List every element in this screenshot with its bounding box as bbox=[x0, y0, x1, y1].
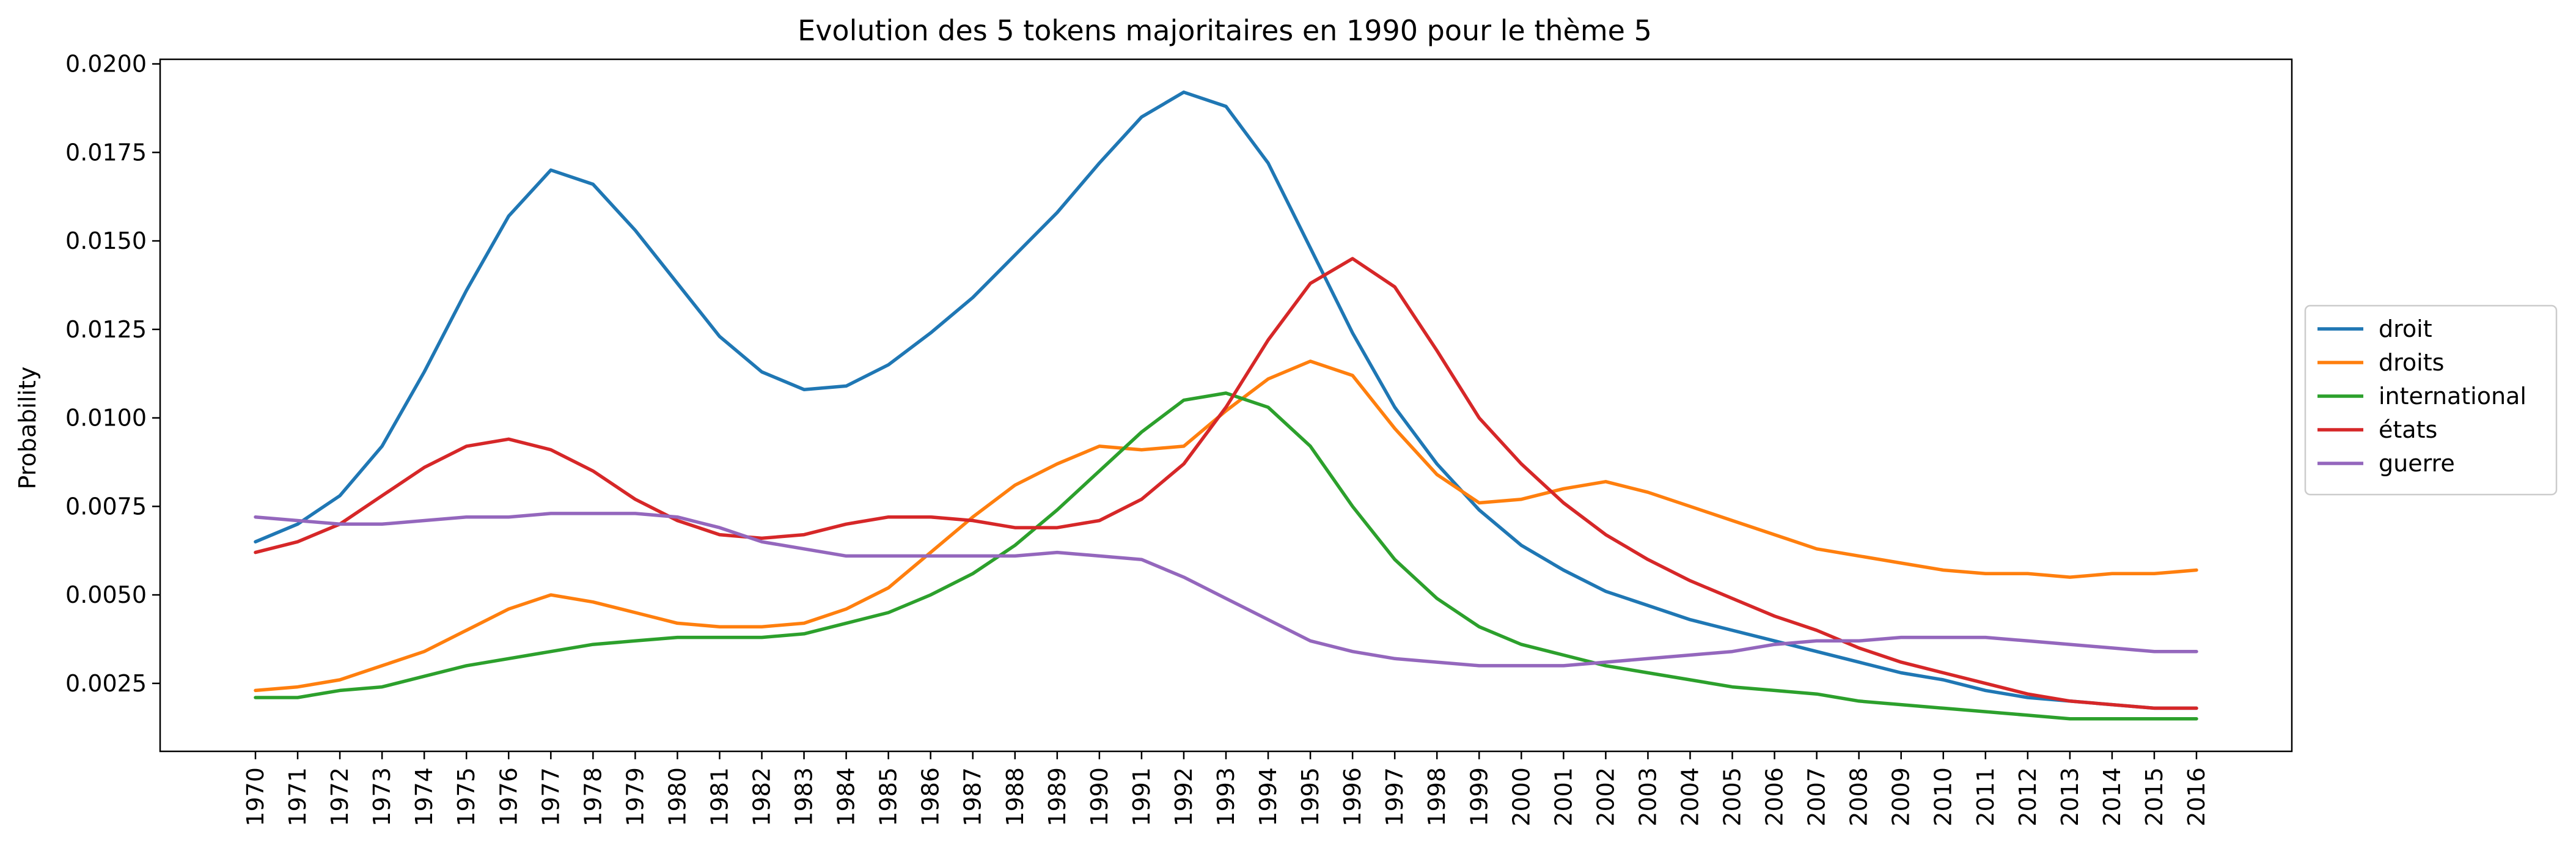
x-tick-label: 2001 bbox=[1550, 767, 1577, 827]
plot-area bbox=[254, 90, 2198, 721]
x-tick-label: 1999 bbox=[1466, 767, 1492, 827]
y-tick-label: 0.0050 bbox=[65, 581, 147, 608]
x-tick-label: 1994 bbox=[1255, 767, 1282, 827]
x-tick-label: 1998 bbox=[1423, 767, 1450, 827]
chart-title: Evolution des 5 tokens majoritaires en 1… bbox=[798, 14, 1652, 47]
legend: droit droits international états guerre bbox=[2304, 304, 2558, 496]
series-line-guerre bbox=[254, 512, 2198, 668]
x-tick-label: 2006 bbox=[1761, 767, 1788, 827]
x-tick-label: 2012 bbox=[2014, 767, 2041, 827]
x-tick-label: 1977 bbox=[537, 767, 564, 827]
x-tick-label: 1988 bbox=[1002, 767, 1029, 827]
x-tick-label: 1976 bbox=[495, 767, 522, 827]
x-tick-label: 1970 bbox=[242, 767, 269, 827]
x-tick-label: 1979 bbox=[622, 767, 648, 827]
series-line-droit bbox=[254, 90, 2198, 710]
x-tick-label: 2004 bbox=[1676, 767, 1703, 827]
x-tick-label: 1995 bbox=[1297, 767, 1324, 827]
y-tick-label: 0.0025 bbox=[65, 670, 147, 697]
x-tick-label: 1990 bbox=[1086, 767, 1113, 827]
x-tick-label: 1985 bbox=[875, 767, 902, 827]
legend-label-guerre: guerre bbox=[2379, 450, 2455, 477]
x-tick-label: 1981 bbox=[706, 767, 733, 827]
y-tick-label: 0.0125 bbox=[65, 316, 147, 343]
x-tick-label: 1993 bbox=[1213, 767, 1239, 827]
y-axis-label: Probability bbox=[14, 367, 41, 490]
x-tick-label: 1991 bbox=[1128, 767, 1155, 827]
legend-box bbox=[2304, 304, 2558, 496]
y-tick-label: 0.0150 bbox=[65, 227, 147, 254]
x-tick-label: 2015 bbox=[2141, 767, 2168, 827]
y-tick-label: 0.0200 bbox=[65, 51, 147, 78]
y-tick-label: 0.0100 bbox=[65, 405, 147, 432]
x-tick-label: 1974 bbox=[411, 767, 438, 827]
x-tick-label: 1973 bbox=[369, 767, 395, 827]
x-tick-label: 1986 bbox=[917, 767, 944, 827]
x-tick-label: 1971 bbox=[284, 767, 311, 827]
x-tick-label: 2000 bbox=[1508, 767, 1535, 827]
x-tick-label: 1992 bbox=[1170, 767, 1197, 827]
series-line-états bbox=[254, 257, 2198, 710]
x-tick-label: 2003 bbox=[1634, 767, 1661, 827]
x-tick-label: 2002 bbox=[1592, 767, 1619, 827]
x-tick-label: 2013 bbox=[2057, 767, 2083, 827]
x-tick-label: 2014 bbox=[2099, 767, 2126, 827]
y-axis: 0.0025 0.0050 0.0075 0.0100 0.0125 0.0150 0.01… bbox=[65, 51, 160, 697]
x-tick-label: 2005 bbox=[1719, 767, 1746, 827]
x-tick-label: 2016 bbox=[2183, 767, 2210, 827]
series-line-international bbox=[254, 391, 2198, 721]
x-tick-label: 1996 bbox=[1339, 767, 1366, 827]
legend-label-droits: droits bbox=[2379, 349, 2444, 376]
x-tick-label: 1983 bbox=[791, 767, 818, 827]
x-tick-label: 1980 bbox=[664, 767, 691, 827]
x-tick-label: 1972 bbox=[326, 767, 353, 827]
x-tick-label: 1987 bbox=[960, 767, 986, 827]
legend-label-international: international bbox=[2379, 383, 2526, 410]
legend-label-états: états bbox=[2379, 416, 2437, 443]
x-tick-label: 2007 bbox=[1804, 767, 1830, 827]
x-tick-label: 2008 bbox=[1846, 767, 1873, 827]
y-tick-label: 0.0075 bbox=[65, 493, 147, 520]
x-tick-label: 1989 bbox=[1044, 767, 1071, 827]
y-tick-label: 0.0175 bbox=[65, 139, 147, 166]
x-tick-label: 1978 bbox=[579, 767, 606, 827]
legend-label-droit: droit bbox=[2379, 315, 2432, 342]
x-tick-label: 2009 bbox=[1888, 767, 1915, 827]
series-line-droits bbox=[254, 359, 2198, 693]
x-tick-label: 1997 bbox=[1381, 767, 1408, 827]
x-tick-label: 1984 bbox=[833, 767, 860, 827]
x-tick-label: 2010 bbox=[1930, 767, 1957, 827]
x-tick-label: 1982 bbox=[749, 767, 776, 827]
x-axis: 1970 1971 1972 1973 1974 1975 1976 1977 1978 1979… bbox=[242, 751, 2210, 827]
x-tick-label: 2011 bbox=[1972, 767, 1999, 827]
x-tick-label: 1975 bbox=[453, 767, 480, 827]
